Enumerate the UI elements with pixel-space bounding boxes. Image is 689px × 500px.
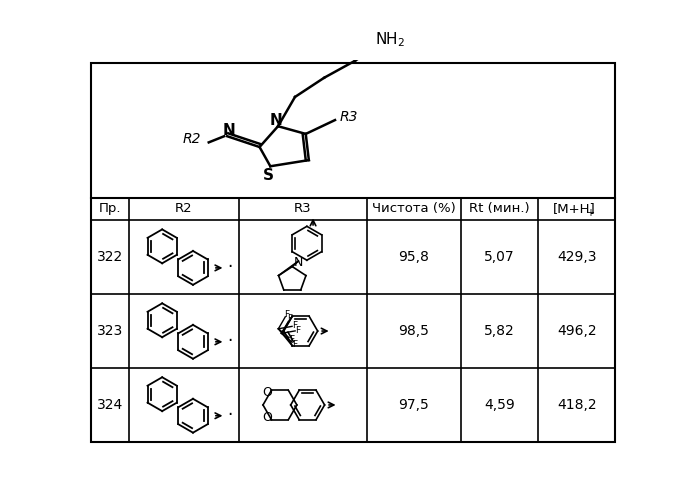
Text: R2: R2 (175, 202, 192, 215)
Text: 97,5: 97,5 (398, 398, 429, 412)
Text: N: N (294, 256, 303, 269)
Text: 98,5: 98,5 (398, 324, 429, 338)
Text: 323: 323 (96, 324, 123, 338)
Text: 5,07: 5,07 (484, 250, 515, 264)
Text: 322: 322 (96, 250, 123, 264)
Text: F: F (287, 314, 293, 323)
Text: 418,2: 418,2 (557, 398, 597, 412)
Text: R3: R3 (294, 202, 312, 215)
Text: ·: · (227, 258, 233, 276)
Text: Rt (мин.): Rt (мин.) (469, 202, 530, 215)
Text: 95,8: 95,8 (398, 250, 429, 264)
Text: NH$_2$: NH$_2$ (376, 30, 406, 48)
Text: 324: 324 (96, 398, 123, 412)
Text: F: F (292, 340, 297, 348)
Text: 4,59: 4,59 (484, 398, 515, 412)
Text: F: F (289, 335, 294, 344)
Text: 429,3: 429,3 (557, 250, 597, 264)
Text: +: + (586, 208, 594, 218)
Text: R3: R3 (340, 110, 358, 124)
Text: ·: · (227, 332, 233, 350)
Text: N: N (270, 112, 283, 128)
Text: 5,82: 5,82 (484, 324, 515, 338)
Text: O: O (263, 386, 273, 399)
Text: 496,2: 496,2 (557, 324, 597, 338)
Text: [M+H]: [M+H] (553, 202, 596, 215)
Text: F: F (293, 322, 298, 330)
Text: R2: R2 (183, 132, 201, 146)
Text: N: N (223, 122, 235, 138)
Text: ·: · (227, 406, 233, 424)
Text: F: F (285, 310, 289, 318)
Text: F: F (296, 326, 300, 335)
Text: Чистота (%): Чистота (%) (372, 202, 456, 215)
Text: S: S (263, 168, 274, 183)
Text: O: O (263, 411, 273, 424)
Text: Пр.: Пр. (99, 202, 121, 215)
